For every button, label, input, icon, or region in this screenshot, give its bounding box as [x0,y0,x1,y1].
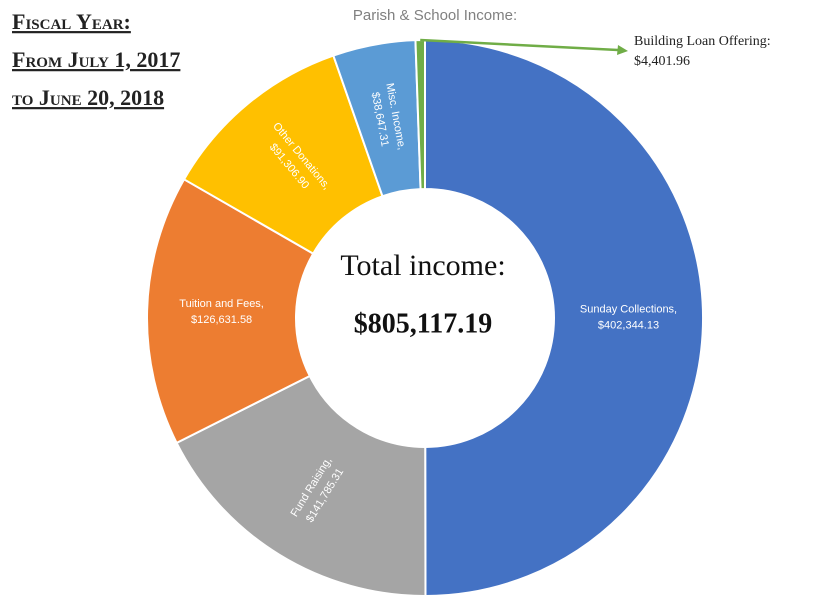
leader-line [420,38,619,52]
slice-value-label: $4,401.96 [634,54,690,69]
donut-slice [414,38,426,191]
heading-line: to June 20, 2018 [12,85,164,110]
donut-slice [182,54,384,256]
heading-line: From July 1, 2017 [12,47,180,72]
slice-label-group: Sunday Collections, $402,344.13 [580,304,677,332]
leader-arrow [617,45,628,55]
donut-slice [146,177,315,445]
heading-line: Fiscal Year: [12,9,131,34]
chart-title: Parish & School Income: [353,7,517,24]
slice-label-group: Tuition and Fees, $126,631.58 [179,298,264,326]
slice-value-label: $402,344.13 [598,320,659,332]
slice-value-label: $126,631.58 [191,314,252,326]
donut-slice [175,374,427,597]
slice-label: Building Loan Offering: [634,34,771,49]
center-label: Total income: [340,249,505,282]
center-total: $805,117.19 [354,308,492,339]
slice-label: Tuition and Fees, [179,298,264,310]
donut-slice [424,38,705,597]
slice-label: Sunday Collections, [580,304,677,316]
